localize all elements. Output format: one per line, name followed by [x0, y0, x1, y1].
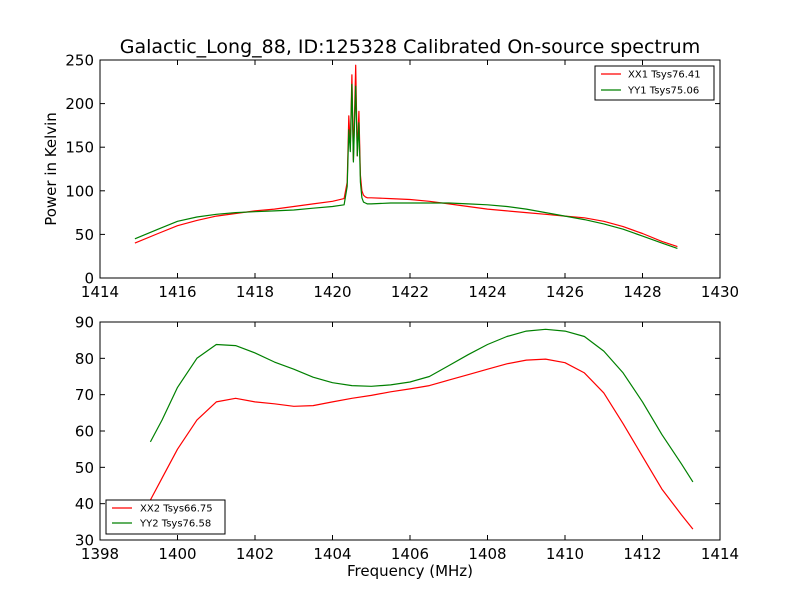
top-chart-y-tick-label: 0: [84, 270, 94, 288]
bottom-chart: 1398 1400 1402 1404 1406 1408 1410 1412 1414 30 40…: [75, 314, 739, 581]
bottom-chart-x-tick-label: 1398: [81, 545, 119, 563]
top-chart: 1414 1416 1418 1420 1422 1424 1426 1428 1430 0 50 1…: [42, 52, 739, 302]
bottom-chart-x-tick-label: 1402: [236, 545, 274, 563]
top-chart-y-tick-label: 100: [65, 182, 94, 200]
top-chart-legend: XX1 Tsys76.41 YY1 Tsys75.06: [594, 65, 715, 101]
top-chart-y-tick-label: 200: [65, 95, 94, 113]
top-chart-x-tick-label: 1416: [158, 283, 196, 301]
bottom-chart-x-tick-label: 1400: [158, 545, 196, 563]
bottom-chart-x-tick-label: 1408: [468, 545, 506, 563]
bottom-chart-legend-box: [105, 499, 226, 535]
bottom-chart-series-group: [149, 328, 694, 530]
bottom-chart-y-tick-label: 30: [75, 532, 94, 550]
bottom-chart-series-line-2: [149, 328, 694, 483]
bottom-chart-legend: XX2 Tsys66.75 YY2 Tsys76.58: [105, 499, 226, 535]
bottom-chart-x-tick-label: 1406: [391, 545, 429, 563]
bottom-chart-y-tick-label: 50: [75, 459, 94, 477]
legend-label-yy1: YY1 Tsys75.06: [627, 86, 699, 97]
bottom-chart-x-axis-label: Frequency (MHz): [347, 562, 473, 580]
top-chart-series-line-2: [134, 83, 678, 249]
bottom-chart-y-tick-label: 80: [75, 350, 94, 368]
bottom-chart-series-line-1: [149, 358, 694, 530]
bottom-chart-x-tick-label: 1404: [313, 545, 351, 563]
top-chart-y-axis-label: Power in Kelvin: [42, 112, 60, 226]
bottom-chart-ticks: 1398 1400 1402 1404 1406 1408 1410 1412 1414 30 40…: [75, 314, 739, 564]
bottom-chart-y-tick-label: 40: [75, 495, 94, 513]
top-chart-x-tick-label: 1418: [236, 283, 274, 301]
top-chart-series-line-1: [134, 64, 678, 248]
top-chart-x-tick-label: 1420: [313, 283, 351, 301]
legend-label-yy2: YY2 Tsys76.58: [139, 519, 211, 530]
bottom-chart-y-tick-label: 60: [75, 423, 94, 441]
top-chart-y-tick-label: 250: [65, 52, 94, 70]
bottom-chart-y-tick-label: 70: [75, 386, 94, 404]
legend-label-xx1: XX1 Tsys76.41: [628, 70, 701, 81]
top-chart-x-tick-label: 1414: [81, 283, 119, 301]
top-chart-x-tick-label: 1428: [623, 283, 661, 301]
bottom-chart-y-tick-label: 90: [75, 314, 94, 332]
top-chart-series-group: [134, 64, 678, 249]
bottom-chart-x-tick-label: 1414: [701, 545, 739, 563]
top-chart-x-tick-label: 1426: [546, 283, 584, 301]
top-chart-x-tick-label: 1430: [701, 283, 739, 301]
bottom-chart-x-tick-label: 1410: [546, 545, 584, 563]
top-chart-y-tick-label: 150: [65, 139, 94, 157]
figure-title: Galactic_Long_88, ID:125328 Calibrated O…: [120, 36, 700, 58]
top-chart-x-tick-label: 1422: [391, 283, 429, 301]
top-chart-ticks: 1414 1416 1418 1420 1422 1424 1426 1428 1430 0 50 1…: [65, 52, 739, 302]
legend-label-xx2: XX2 Tsys66.75: [140, 504, 213, 515]
top-chart-x-tick-label: 1424: [468, 283, 506, 301]
bottom-chart-x-tick-label: 1412: [623, 545, 661, 563]
top-chart-legend-box: [594, 65, 715, 101]
top-chart-y-tick-label: 50: [75, 226, 94, 244]
